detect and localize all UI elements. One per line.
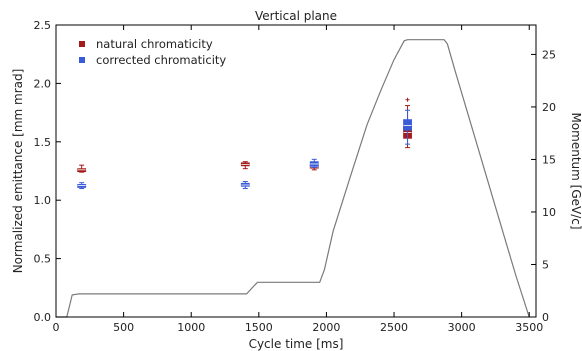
legend-marker-corrected — [79, 57, 85, 63]
y-tick-label: 1.0 — [34, 194, 52, 207]
box-natural-0 — [77, 164, 87, 173]
legend-label-corrected: corrected chromaticity — [96, 53, 226, 67]
outlier-marker — [405, 97, 410, 102]
legend-marker-natural — [79, 41, 85, 47]
y2-tick-label: 10 — [542, 206, 556, 219]
y-axis-title: Normalized emittance [mm mrad] — [11, 69, 25, 274]
x-tick-label: 2500 — [380, 321, 408, 334]
y-tick-label: 2.0 — [34, 77, 52, 90]
y2-tick-label: 0 — [542, 311, 549, 324]
plot-background — [56, 25, 536, 317]
box-corrected-3 — [403, 109, 412, 145]
x-tick-label: 3500 — [515, 321, 543, 334]
x-tick-label: 1500 — [245, 321, 273, 334]
plot-frame — [55, 24, 537, 318]
y2-tick-label: 25 — [542, 48, 556, 61]
y-tick-label: 0.0 — [34, 311, 52, 324]
y-tick-label: 2.5 — [34, 19, 52, 32]
x-tick-label: 500 — [113, 321, 134, 334]
box-corrected-2 — [309, 158, 319, 168]
box-body — [403, 119, 412, 131]
y2-tick-label: 20 — [542, 101, 556, 114]
x-tick-label: 1000 — [177, 321, 205, 334]
momentum-curve — [56, 39, 530, 318]
box-corrected-0 — [77, 182, 87, 190]
chart-title: Vertical plane — [255, 9, 337, 23]
y2-axis-title: Momentum [GeV/c] — [569, 112, 582, 229]
y-tick-label: 0.5 — [34, 253, 52, 266]
box-corrected-1 — [240, 181, 250, 190]
box-natural-1 — [240, 161, 250, 170]
y2-tick-label: 5 — [542, 258, 549, 271]
y-tick-label: 1.5 — [34, 136, 52, 149]
x-tick-label: 2000 — [312, 321, 340, 334]
x-axis-title: Cycle time [ms] — [249, 337, 344, 351]
legend-label-natural: natural chromaticity — [96, 37, 213, 51]
x-tick-label: 0 — [53, 321, 60, 334]
x-tick-label: 3000 — [448, 321, 476, 334]
y2-tick-label: 15 — [542, 153, 556, 166]
